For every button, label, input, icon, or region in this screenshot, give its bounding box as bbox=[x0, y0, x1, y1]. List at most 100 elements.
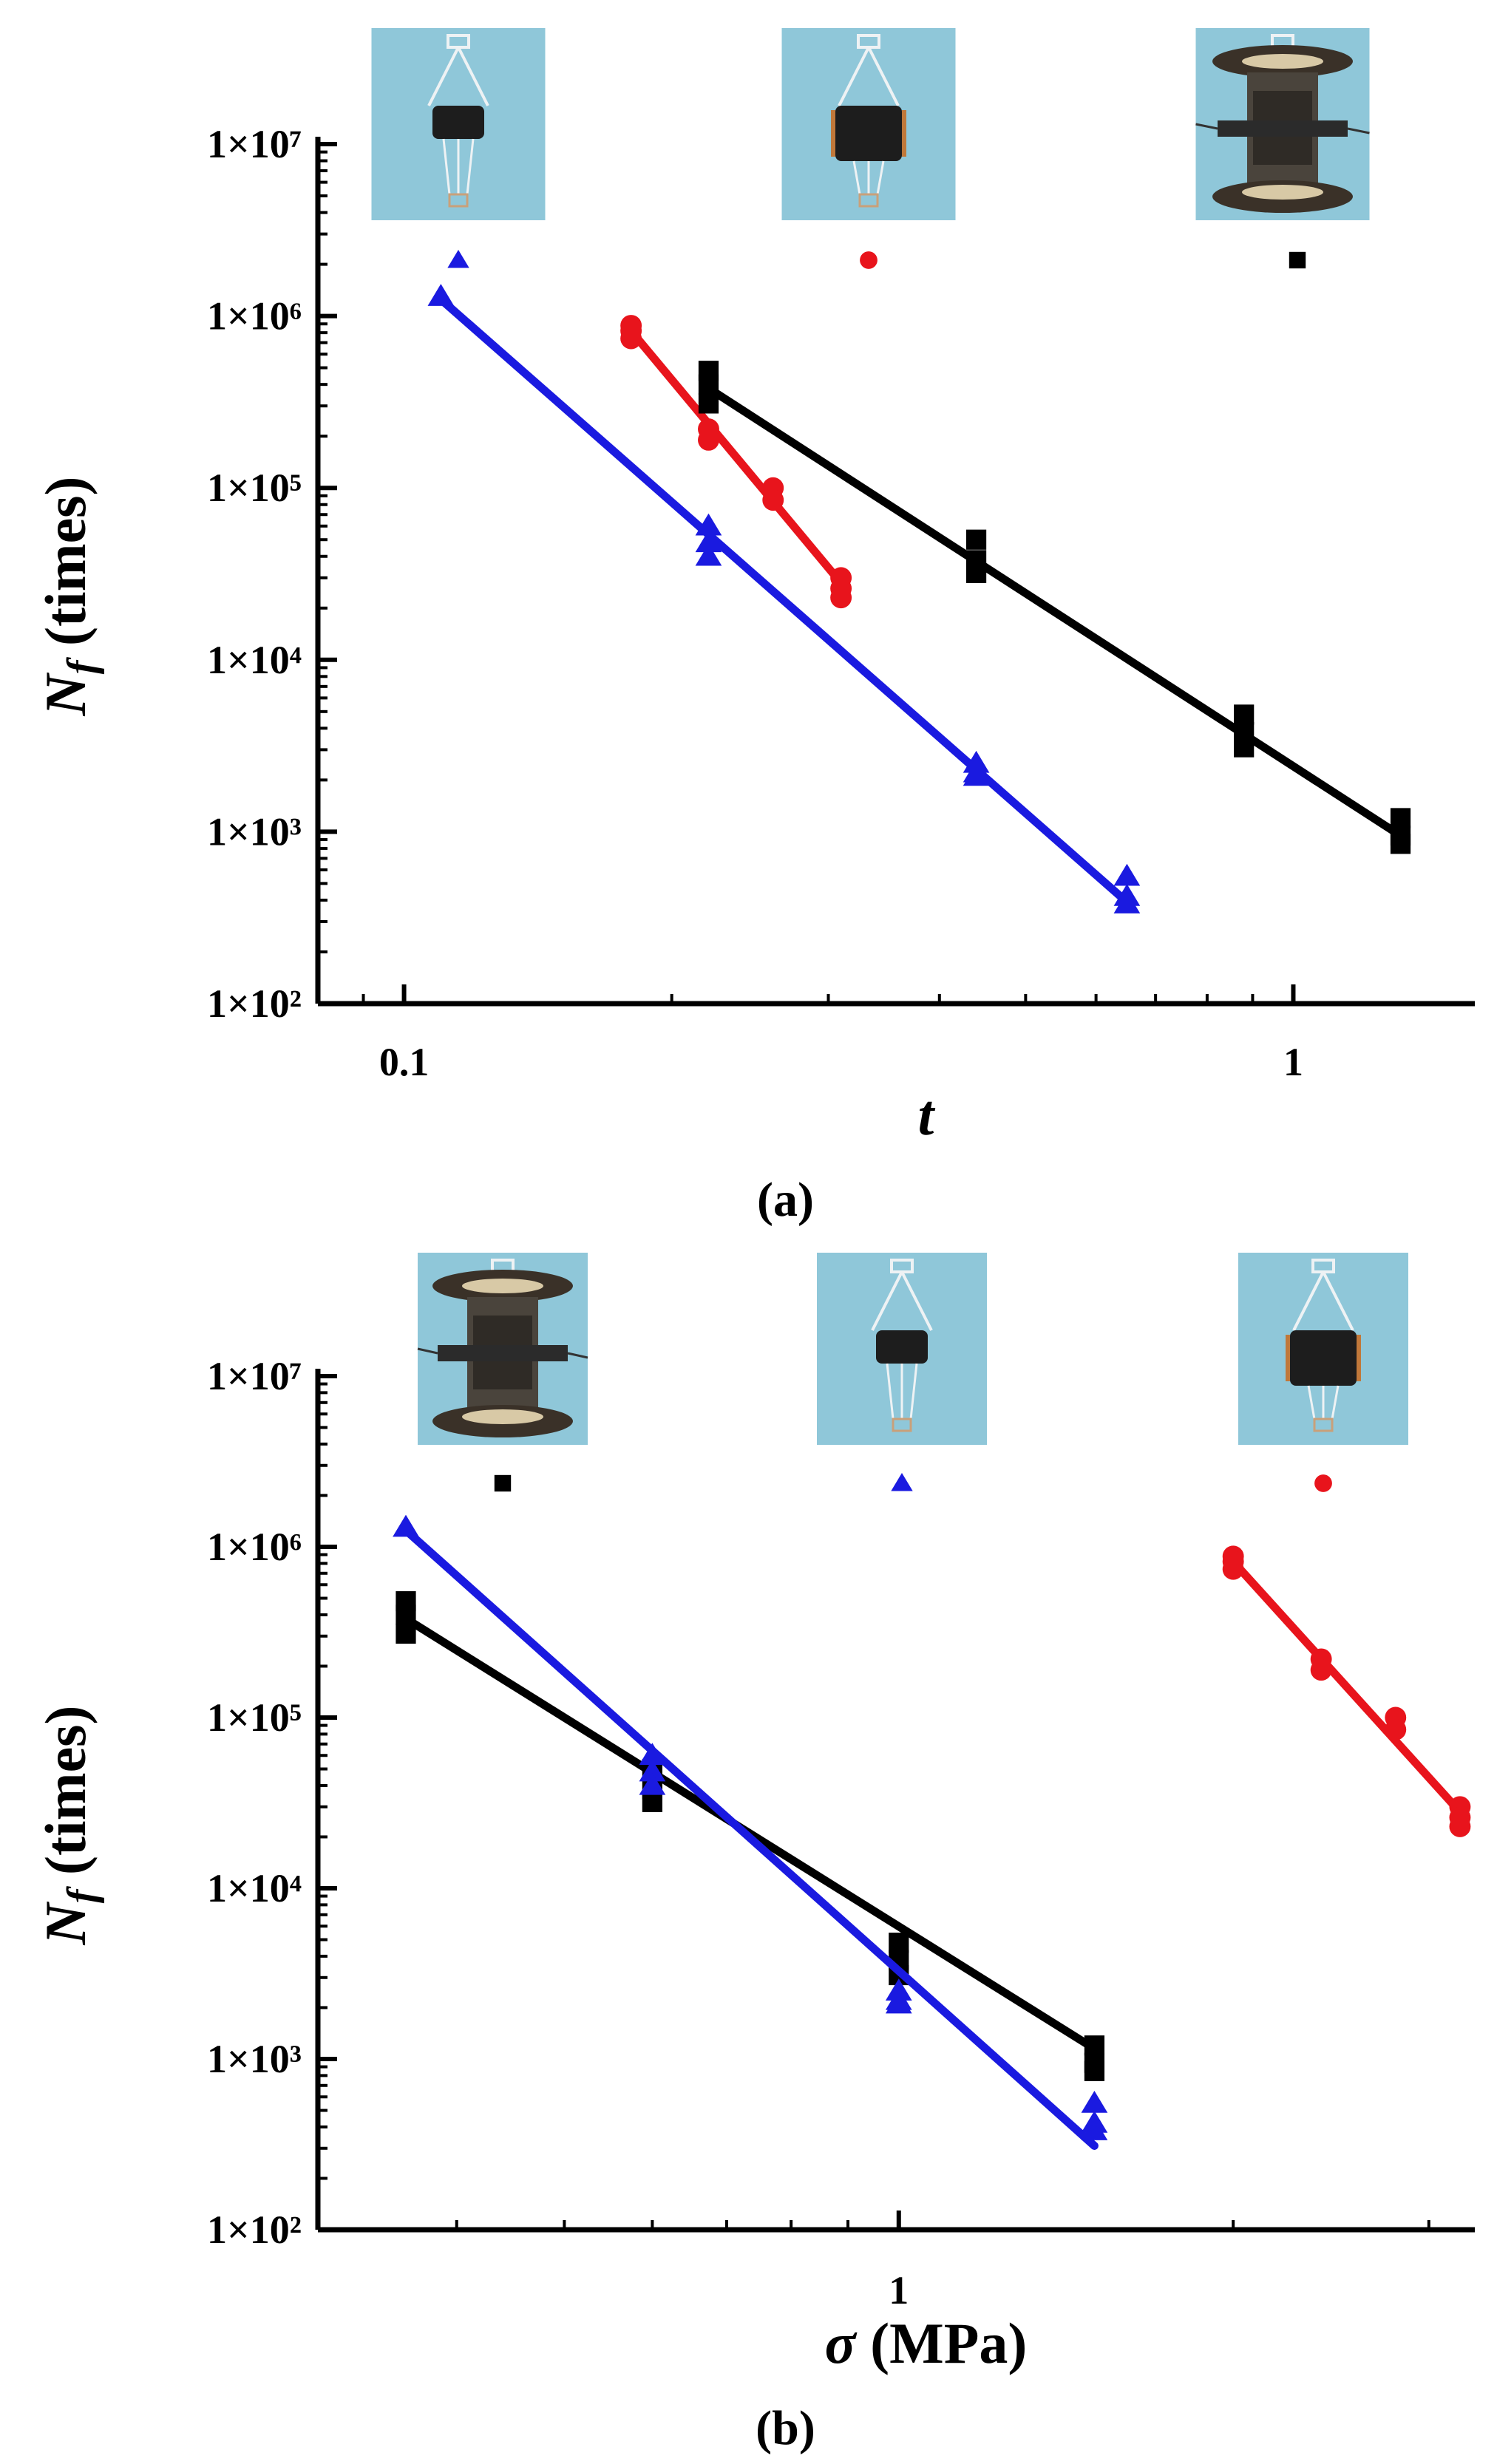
rubber-specimen bbox=[432, 106, 484, 139]
data-point bbox=[698, 393, 719, 414]
data-point bbox=[1390, 834, 1411, 854]
lower-wires bbox=[886, 1363, 918, 1420]
y-tick-label: 1×10⁶ bbox=[207, 294, 302, 338]
spool-strap bbox=[438, 1345, 568, 1361]
chart-a-svg: 1×10² 1×10³ 1×10⁴ 1×10⁵ 1×10⁶ 1×10⁷ 0.1 1 t Nf (t… bbox=[33, 28, 1475, 1227]
bottom-flange-core bbox=[462, 1409, 543, 1424]
specimen-photo-spool bbox=[1195, 28, 1370, 220]
data-point bbox=[965, 562, 987, 583]
lower-wires bbox=[852, 160, 885, 195]
data-point bbox=[695, 530, 722, 553]
specimen-photo-wide bbox=[1238, 1253, 1408, 1445]
legend-marker-triangle bbox=[891, 1473, 913, 1491]
y-axis-title: Nf (times) bbox=[33, 1705, 105, 1945]
series-triangle bbox=[393, 1514, 1108, 2150]
legend-marker-circle bbox=[860, 251, 878, 269]
data-point bbox=[965, 529, 987, 550]
data-point bbox=[695, 513, 722, 536]
data-point bbox=[396, 1623, 416, 1644]
data-point bbox=[762, 489, 784, 511]
specimen-band-right bbox=[902, 110, 906, 157]
bottom-clamp bbox=[892, 1418, 912, 1432]
lead-wires bbox=[1195, 123, 1370, 135]
top-flange-core bbox=[462, 1279, 543, 1293]
specimen-band-left bbox=[831, 110, 835, 157]
x-tick-label: 1 bbox=[1283, 1040, 1303, 1084]
lower-wires bbox=[442, 138, 475, 195]
data-point bbox=[698, 374, 719, 395]
y-tick-label: 1×10² bbox=[207, 981, 302, 1026]
specimen-band-left bbox=[1286, 1335, 1290, 1381]
y-tick-label: 1×10⁴ bbox=[207, 638, 302, 682]
x-axis-title: σ (MPa) bbox=[825, 2311, 1028, 2375]
data-point bbox=[393, 1514, 419, 1537]
data-point bbox=[1081, 2118, 1108, 2140]
upper-wires bbox=[1292, 1271, 1354, 1331]
data-point bbox=[639, 1772, 666, 1795]
data-point bbox=[1234, 737, 1255, 758]
data-point bbox=[639, 1743, 666, 1765]
top-flange-core bbox=[1242, 54, 1323, 69]
bottom-clamp bbox=[858, 193, 879, 208]
lead-wires bbox=[417, 1347, 588, 1359]
specimen-photo-spool bbox=[417, 1253, 588, 1445]
data-point bbox=[1449, 1815, 1471, 1837]
axes: 1×10² 1×10³ 1×10⁴ 1×10⁵ 1×10⁶ 1×10⁷ 1 bbox=[207, 1354, 1475, 2312]
spool-strap bbox=[1218, 120, 1348, 137]
legend-marker-circle bbox=[1314, 1474, 1332, 1492]
series-circle bbox=[1222, 1545, 1471, 1837]
panel-label: (b) bbox=[756, 2401, 815, 2455]
fit-line bbox=[436, 295, 1131, 907]
data-point bbox=[1113, 891, 1141, 913]
y-tick-label: 1×10⁷ bbox=[207, 122, 302, 166]
lower-wires bbox=[1307, 1385, 1340, 1420]
y-tick-label: 1×10⁵ bbox=[207, 1695, 302, 1740]
upper-wires bbox=[838, 47, 900, 106]
data-point bbox=[885, 1991, 912, 2014]
chart-panel-b: 1×10² 1×10³ 1×10⁴ 1×10⁵ 1×10⁶ 1×10⁷ 1 σ (MPa) Nf… bbox=[0, 1232, 1497, 2464]
y-tick-label: 1×10⁵ bbox=[207, 466, 302, 510]
fit-line bbox=[627, 327, 846, 588]
data-point bbox=[1084, 2060, 1105, 2081]
y-tick-label: 1×10³ bbox=[207, 809, 302, 854]
legend-marker-square bbox=[494, 1474, 512, 1492]
chart-b-svg: 1×10² 1×10³ 1×10⁴ 1×10⁵ 1×10⁶ 1×10⁷ 1σ (MPa) Nf… bbox=[33, 1253, 1475, 2455]
chart-panel-a: 1×10² 1×10³ 1×10⁴ 1×10⁵ 1×10⁶ 1×10⁷ 0.1 1 t Nf (t… bbox=[33, 28, 1475, 1227]
data-point bbox=[698, 429, 719, 451]
data-point bbox=[396, 1604, 416, 1625]
data-point bbox=[695, 543, 722, 566]
data-point bbox=[1222, 1558, 1244, 1580]
data-point bbox=[1385, 1718, 1407, 1740]
specimen-photo-small bbox=[817, 1253, 987, 1445]
y-tick-label: 1×10³ bbox=[207, 2037, 302, 2081]
specimen-band-right bbox=[1357, 1335, 1361, 1381]
x-axis-title: t bbox=[918, 1083, 936, 1147]
data-point bbox=[963, 763, 990, 786]
series-square bbox=[698, 361, 1411, 854]
y-tick-label: 1×10⁶ bbox=[207, 1525, 302, 1569]
panel-label: (a) bbox=[757, 1173, 814, 1227]
y-tick-label: 1×10⁴ bbox=[207, 1866, 302, 1910]
x-tick-label: 0.1 bbox=[379, 1040, 430, 1084]
upper-wires bbox=[427, 47, 489, 106]
data-point bbox=[889, 1933, 909, 1953]
upper-wires bbox=[871, 1271, 933, 1331]
data-point bbox=[1081, 2090, 1108, 2113]
data-point bbox=[1234, 704, 1255, 725]
fit-line bbox=[401, 1526, 1099, 2150]
fit-line bbox=[704, 384, 1405, 840]
rubber-specimen bbox=[835, 106, 902, 161]
rubber-specimen bbox=[876, 1330, 928, 1364]
bottom-flange-core bbox=[1242, 185, 1323, 200]
axes: 1×10² 1×10³ 1×10⁴ 1×10⁵ 1×10⁶ 1×10⁷ 0.1 1 bbox=[207, 122, 1475, 1084]
bottom-clamp bbox=[1313, 1418, 1334, 1432]
rubber-specimen bbox=[1290, 1330, 1357, 1386]
y-tick-label: 1×10² bbox=[207, 2208, 302, 2252]
legend-marker-square bbox=[1289, 251, 1306, 269]
data-point bbox=[1113, 863, 1141, 886]
fit-line bbox=[1229, 1557, 1464, 1817]
specimen-photo-small bbox=[371, 28, 546, 220]
series-circle bbox=[620, 315, 852, 609]
bottom-clamp bbox=[448, 193, 469, 208]
data-point bbox=[427, 284, 455, 306]
